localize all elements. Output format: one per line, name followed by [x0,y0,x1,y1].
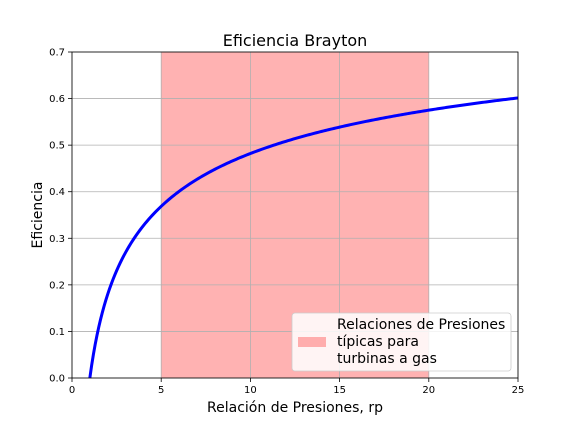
x-axis-title: Relación de Presiones, rp [207,400,383,416]
y-tick-label: 0.3 [49,234,65,245]
y-tick-label: 0.2 [49,280,65,291]
y-tick-label: 0.7 [49,48,65,59]
chart-title: Eficiencia Brayton [223,31,368,50]
x-tick-label: 25 [512,385,525,396]
x-tick-label: 20 [422,385,435,396]
x-tick-label: 15 [333,385,346,396]
ticks-layer: 0 5 10 15 20 25 0.0 0.1 0.2 0.3 0.4 0.5 0.6 0.7 [49,48,524,397]
y-axis-title: Eficiencia [30,182,46,249]
plot-frame [71,51,519,379]
x-tick-label: 0 [69,385,75,396]
legend: Relaciones de Presiones típicas para tur… [291,312,512,372]
legend-label-line-2: típicas para [337,334,419,350]
legend-label-line-3: turbinas a gas [337,351,437,367]
series-layer [88,96,519,379]
x-tick-label: 10 [244,385,257,396]
legend-label-line-1: Relaciones de Presiones [337,317,505,333]
series-line-eficiencia [88,96,519,379]
y-tick-label: 0.1 [49,327,65,338]
y-tick-label: 0.5 [49,141,65,152]
legend-swatch [298,337,326,347]
y-tick-label: 0.4 [49,187,65,198]
x-tick-label: 5 [158,385,164,396]
legend-box [291,312,512,372]
y-tick-label: 0.6 [49,94,65,105]
y-tick-label: 0.0 [49,374,65,385]
